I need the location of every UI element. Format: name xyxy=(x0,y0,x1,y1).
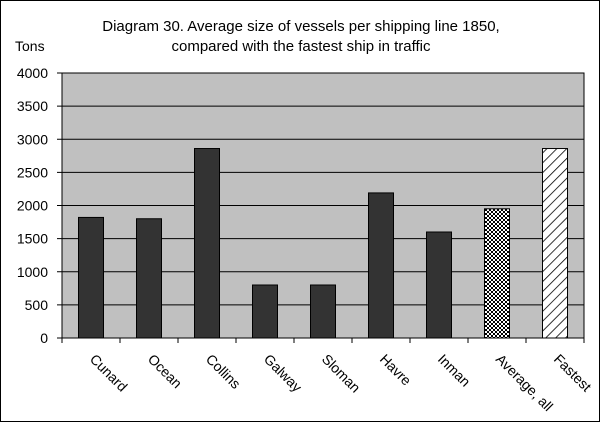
x-tick-label: Havre xyxy=(377,351,415,389)
chart-title-line-1: Diagram 30. Average size of vessels per … xyxy=(102,18,499,35)
bar xyxy=(542,148,568,339)
y-tick-label: 0 xyxy=(40,330,48,346)
y-tick-label: 500 xyxy=(25,297,49,313)
y-tick-label: 4000 xyxy=(17,65,48,81)
bar xyxy=(252,284,278,339)
y-tick-label: 2500 xyxy=(17,164,48,180)
plot-border xyxy=(61,72,585,339)
y-axis-ticks: 0 500 1000 1500 2000 2500 3000 3500 4000 xyxy=(17,65,62,346)
bar xyxy=(484,208,510,339)
bar xyxy=(136,218,162,339)
x-tick-label: Average, all xyxy=(493,351,556,414)
y-tick-label: 1500 xyxy=(17,231,48,247)
bar xyxy=(310,284,336,339)
bar xyxy=(426,231,452,339)
y-tick-label: 3500 xyxy=(17,98,48,114)
x-tick-label: Fastest xyxy=(551,351,595,395)
y-tick-label: 1000 xyxy=(17,264,48,280)
y-tick-label: 2000 xyxy=(17,198,48,214)
bars xyxy=(78,148,568,339)
x-tick-label: Galway xyxy=(261,351,305,395)
y-axis-label: Tons xyxy=(15,38,45,54)
chart-title-line-2: compared with the fastest ship in traffi… xyxy=(171,38,431,55)
x-axis-ticks: Cunard Ocean Collins Galway Sloman Havre Inman… xyxy=(61,338,595,414)
x-tick-label: Ocean xyxy=(145,351,185,391)
bar xyxy=(368,192,394,339)
x-tick-label: Collins xyxy=(203,351,244,392)
y-tick-label: 3000 xyxy=(17,131,48,147)
x-tick-label: Cunard xyxy=(87,351,131,395)
bar xyxy=(78,216,104,339)
x-tick-label: Inman xyxy=(435,351,474,390)
bar xyxy=(194,148,220,339)
x-tick-label: Sloman xyxy=(319,351,364,396)
